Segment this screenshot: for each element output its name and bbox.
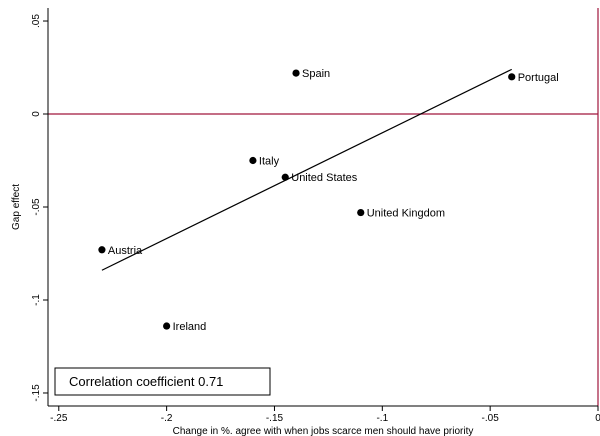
data-point bbox=[357, 208, 365, 217]
data-point-label: Italy bbox=[259, 156, 280, 168]
y-tick-label: -.05 bbox=[31, 198, 42, 216]
y-axis-title: Gap effect bbox=[11, 184, 22, 230]
x-tick-label: 0 bbox=[595, 413, 600, 424]
data-point-label: Austria bbox=[108, 245, 143, 257]
data-point bbox=[249, 156, 257, 165]
x-tick-label: -.05 bbox=[482, 413, 500, 424]
data-point-label: Ireland bbox=[173, 321, 207, 333]
correlation-annotation: Correlation coefficient 0.71 bbox=[69, 374, 223, 389]
y-tick-label: -.15 bbox=[31, 384, 42, 402]
y-tick-label: .05 bbox=[31, 14, 42, 28]
x-axis-title: Change in %. agree with when jobs scarce… bbox=[173, 426, 474, 436]
data-point-label: United Kingdom bbox=[367, 208, 445, 220]
y-tick-label: -.1 bbox=[31, 294, 42, 306]
data-point bbox=[163, 322, 171, 330]
data-point bbox=[508, 73, 516, 81]
x-tick-label: -.1 bbox=[376, 413, 388, 424]
x-tick-label: -.15 bbox=[266, 413, 284, 424]
data-point-label: Portugal bbox=[518, 72, 559, 84]
data-point bbox=[292, 69, 300, 77]
data-point bbox=[98, 246, 106, 254]
fit-line bbox=[101, 68, 512, 271]
data-point-label: United States bbox=[291, 172, 358, 184]
x-tick-label: -.2 bbox=[161, 413, 173, 424]
y-tick-label: 0 bbox=[31, 111, 42, 117]
data-point-label: Spain bbox=[302, 68, 330, 80]
annotation-box bbox=[54, 367, 271, 396]
data-point bbox=[281, 173, 289, 181]
x-tick-label: -.25 bbox=[50, 413, 68, 424]
